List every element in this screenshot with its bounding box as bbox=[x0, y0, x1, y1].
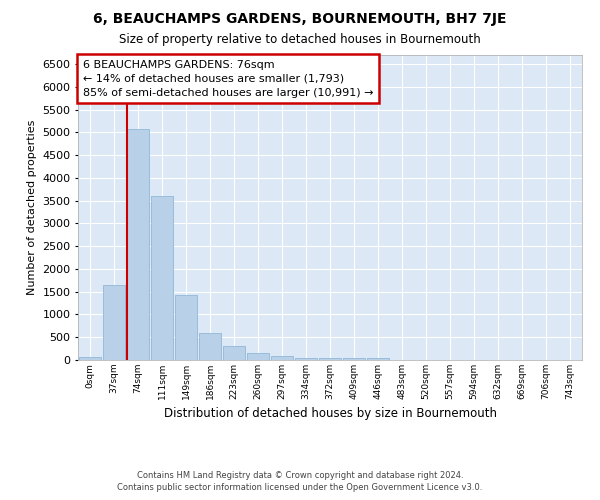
Bar bbox=[295, 358, 317, 360]
Bar bbox=[271, 356, 293, 360]
Bar bbox=[367, 358, 389, 360]
Y-axis label: Number of detached properties: Number of detached properties bbox=[26, 120, 37, 295]
Bar bbox=[79, 356, 101, 360]
X-axis label: Distribution of detached houses by size in Bournemouth: Distribution of detached houses by size … bbox=[163, 408, 497, 420]
Bar bbox=[223, 346, 245, 360]
Text: 6 BEAUCHAMPS GARDENS: 76sqm
← 14% of detached houses are smaller (1,793)
85% of : 6 BEAUCHAMPS GARDENS: 76sqm ← 14% of det… bbox=[83, 60, 374, 98]
Bar bbox=[175, 296, 197, 360]
Bar bbox=[247, 353, 269, 360]
Bar bbox=[199, 333, 221, 360]
Bar bbox=[319, 358, 341, 360]
Bar bbox=[103, 285, 125, 360]
Bar bbox=[343, 358, 365, 360]
Text: 6, BEAUCHAMPS GARDENS, BOURNEMOUTH, BH7 7JE: 6, BEAUCHAMPS GARDENS, BOURNEMOUTH, BH7 … bbox=[93, 12, 507, 26]
Text: Contains HM Land Registry data © Crown copyright and database right 2024.
Contai: Contains HM Land Registry data © Crown c… bbox=[118, 471, 482, 492]
Bar bbox=[127, 128, 149, 360]
Text: Size of property relative to detached houses in Bournemouth: Size of property relative to detached ho… bbox=[119, 32, 481, 46]
Bar bbox=[151, 196, 173, 360]
